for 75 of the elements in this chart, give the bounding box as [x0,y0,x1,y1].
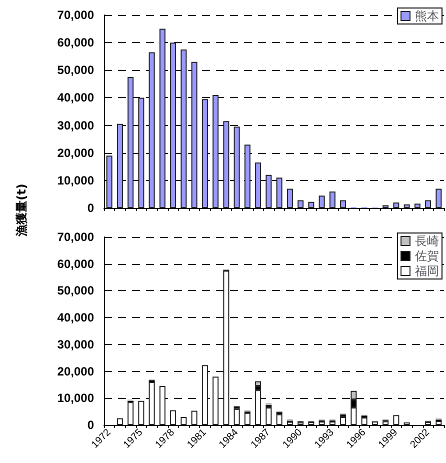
y-tick-label: 20,000 [57,146,94,160]
bar [138,400,144,425]
legend-label: 熊本 [415,9,439,23]
bar [255,390,262,425]
y-tick-label: 10,000 [57,173,94,188]
bar [159,386,166,425]
bar [361,417,368,425]
bar [404,204,410,208]
y-tick-label: 40,000 [57,310,94,325]
legend-label: 佐賀 [415,249,439,263]
legend-label: 福岡 [415,264,439,278]
y-axis-title: 漁獲量(t) [14,184,30,236]
bar [244,144,250,208]
bar [318,196,325,208]
y-tick-label: 70,000 [57,230,94,244]
bar [202,99,208,208]
y-tick-label: 0 [87,201,94,215]
bar [436,420,442,425]
bar [414,204,420,208]
bar [286,422,293,425]
bar [148,52,155,208]
bar [436,188,442,208]
y-tick-label: 20,000 [57,364,94,378]
bar [212,94,219,208]
bar [340,200,346,208]
y-tick-label: 30,000 [57,118,94,132]
bar [318,422,325,425]
bar [170,410,176,425]
bar [393,415,400,425]
bar [286,188,293,208]
bar [255,162,262,208]
bar [255,381,262,386]
y-tick-label: 50,000 [57,63,94,78]
bar [180,49,187,208]
bar [202,365,208,425]
bar [159,28,166,208]
bar [116,418,123,425]
bar [191,62,198,208]
y-tick-label: 50,000 [57,284,94,298]
bar [340,416,346,425]
bar [393,202,400,208]
bar [266,174,272,208]
y-tick-label: 70,000 [57,8,94,22]
bar [425,200,432,208]
bar [128,402,134,425]
bar [276,178,282,208]
y-tick-label: 60,000 [57,36,94,50]
bar [212,376,219,425]
y-tick-label: 0 [87,418,94,432]
bar [298,200,304,208]
bar [223,121,230,208]
bar [116,124,123,208]
bar [234,126,240,208]
bar [128,77,134,208]
bar [106,156,112,208]
bar [170,42,176,208]
bar [244,412,250,425]
y-tick-label: 10,000 [57,391,94,406]
bar [329,422,336,425]
y-tick-label: 40,000 [57,90,94,105]
y-tick-label: 60,000 [57,256,94,271]
y-tick-label: 30,000 [57,337,94,352]
bar [234,408,240,425]
bar [223,270,230,425]
bar [382,421,389,425]
bar [308,202,314,208]
bar [138,98,144,208]
bar [266,408,272,425]
bar [372,422,378,425]
bar [148,382,155,425]
bar [191,410,198,425]
bar [329,191,336,208]
legend-label: 長崎 [415,234,439,248]
bar [276,414,282,425]
bar [180,416,187,425]
